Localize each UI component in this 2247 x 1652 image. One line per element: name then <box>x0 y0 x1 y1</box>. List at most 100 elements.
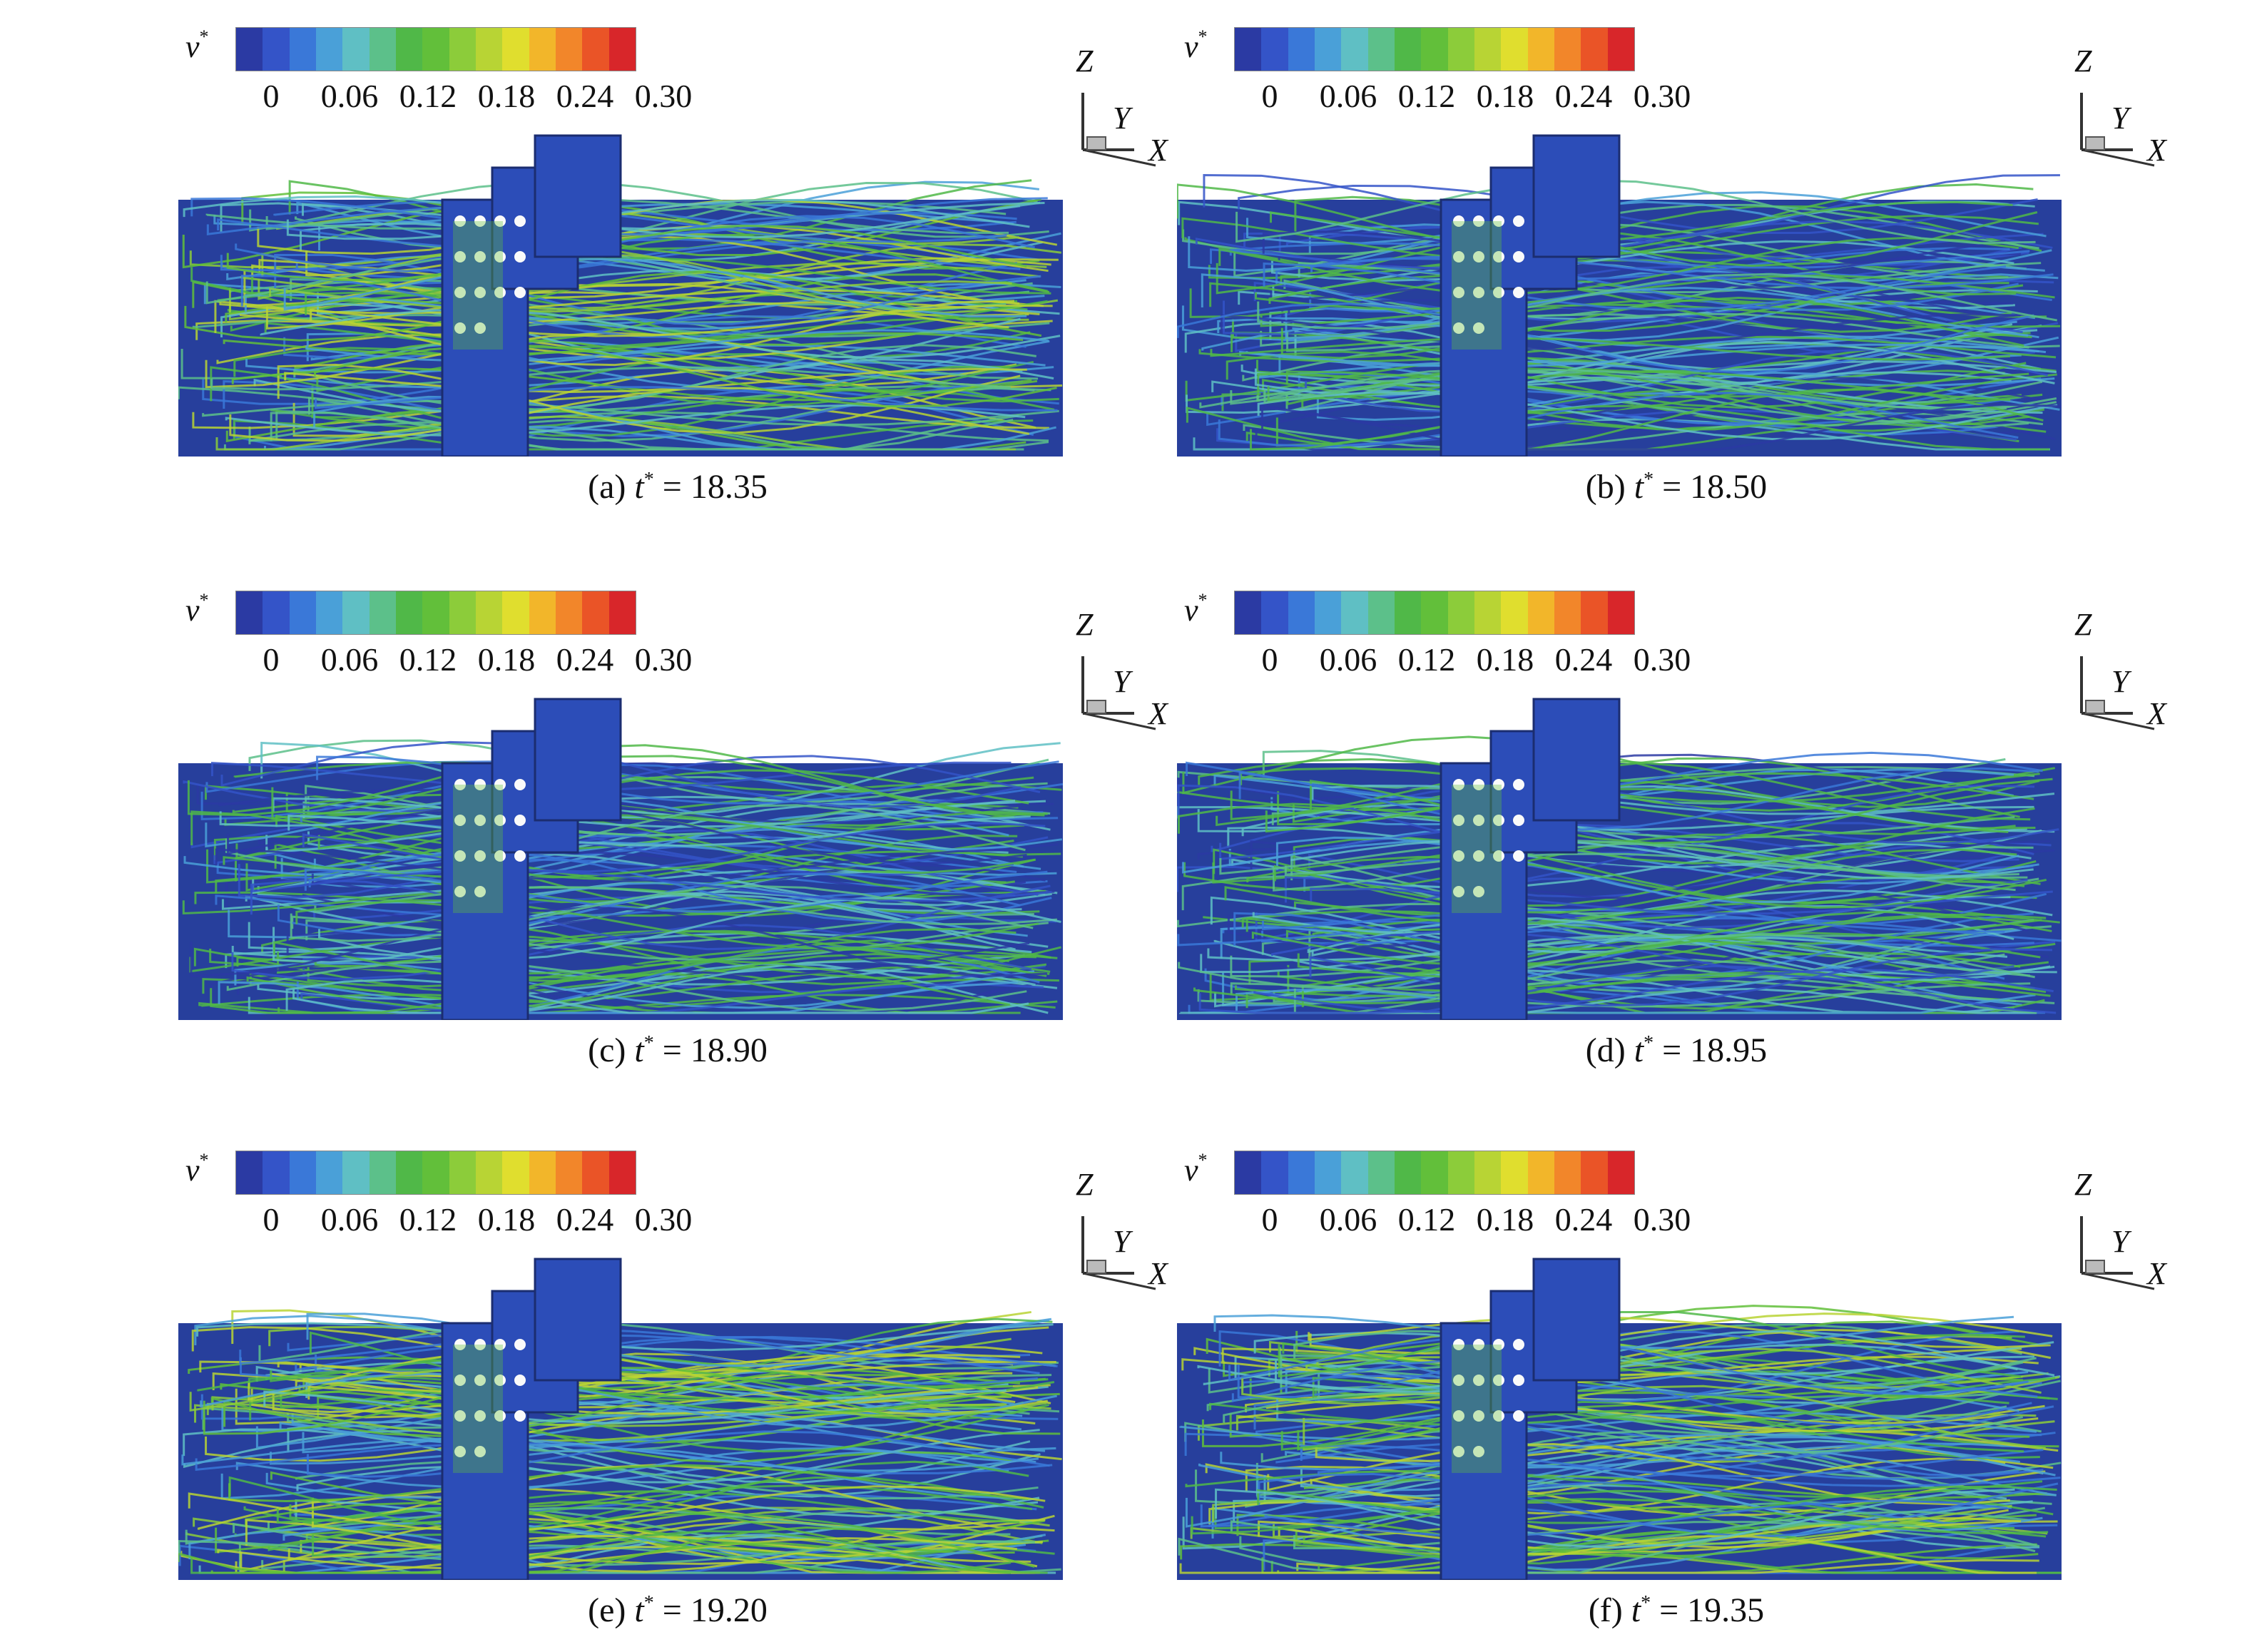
colorbar-segment <box>236 28 263 71</box>
figure-panel-b: v* 0 0.06 0.12 0.18 0.24 0.30 Z Y X (b) t* = … <box>1177 0 2176 506</box>
colorbar-segment <box>1367 28 1395 71</box>
streamline-render <box>178 134 1063 457</box>
colorbar-tick-label: 0.24 <box>556 641 614 678</box>
colorbar-tick-label: 0.30 <box>634 641 693 678</box>
colorbar-tick-label: 0.06 <box>1319 1201 1377 1238</box>
legend-variable: v* <box>185 1150 209 1188</box>
axis-y-label: Y <box>1113 1224 1131 1259</box>
panel-caption: (c) t* = 18.90 <box>588 1031 768 1069</box>
colorbar-segment <box>1341 1151 1368 1194</box>
colorbar-segment <box>1474 28 1502 71</box>
colorbar-ticks: 0 0.06 0.12 0.18 0.24 0.30 <box>1220 77 1691 120</box>
colorbar-tick-label: 0.18 <box>477 641 536 678</box>
legend-variable: v* <box>1184 26 1208 64</box>
axis-x-label: X <box>1148 1256 1168 1291</box>
colorbar-segment <box>236 591 263 634</box>
panel-caption: (e) t* = 19.20 <box>588 1591 768 1629</box>
axis-x-label: X <box>1148 696 1168 731</box>
colorbar-segment <box>315 1151 343 1194</box>
axes-triad-graphic <box>2080 656 2155 730</box>
colorbar-ticks: 0 0.06 0.12 0.18 0.24 0.30 <box>221 641 693 683</box>
colorbar-segment <box>582 591 609 634</box>
colorbar-tick-label: 0.12 <box>399 641 457 678</box>
colorbar-segment <box>1341 28 1368 71</box>
colorbar <box>1234 591 1635 635</box>
colorbar-tick-label: 0.06 <box>320 1201 379 1238</box>
colorbar <box>1234 1151 1635 1195</box>
colorbar-segment <box>1235 591 1262 634</box>
colorbar <box>235 1151 636 1195</box>
colorbar-segment <box>1261 28 1288 71</box>
colorbar-segment <box>1474 591 1502 634</box>
colorbar-segment <box>1288 1151 1315 1194</box>
colorbar-segment <box>1554 28 1581 71</box>
colorbar-segment <box>449 28 476 71</box>
colorbar-tick-label: 0 <box>263 1201 280 1238</box>
colorbar-segment <box>1581 28 1608 71</box>
colorbar-segment <box>236 1151 263 1194</box>
legend-variable: v* <box>1184 1150 1208 1188</box>
colorbar-ticks: 0 0.06 0.12 0.18 0.24 0.30 <box>221 77 693 120</box>
colorbar-segment <box>1474 1151 1502 1194</box>
colorbar-tick-label: 0.24 <box>1554 641 1613 678</box>
colorbar-segment <box>1527 1151 1554 1194</box>
colorbar-segment <box>555 591 583 634</box>
axes-triad-graphic <box>1081 1216 1156 1290</box>
colorbar-segment <box>263 591 290 634</box>
figure-panel-f: v* 0 0.06 0.12 0.18 0.24 0.30 Z Y X (f) t* = … <box>1177 1123 2176 1629</box>
axis-x-label: X <box>2147 133 2166 168</box>
colorbar-ticks: 0 0.06 0.12 0.18 0.24 0.30 <box>1220 1200 1691 1243</box>
axis-z-label: Z <box>2074 44 2092 78</box>
colorbar-segment <box>422 1151 449 1194</box>
colorbar-segment <box>422 28 449 71</box>
axes-triad-icon: Z Y X <box>1063 606 1177 742</box>
colorbar-segment <box>342 1151 370 1194</box>
colorbar-segment <box>1235 1151 1262 1194</box>
colorbar-segment <box>263 1151 290 1194</box>
axes-triad-graphic <box>2080 93 2155 167</box>
colorbar-segment <box>502 1151 529 1194</box>
colorbar-segment <box>608 28 636 71</box>
colorbar-segment <box>289 28 316 71</box>
colorbar-tick-label: 0.30 <box>634 78 693 114</box>
axes-triad-graphic <box>1081 656 1156 730</box>
colorbar-tick-label: 0 <box>263 641 280 678</box>
colorbar-segment <box>1367 1151 1395 1194</box>
axis-y-label: Y <box>2111 101 2129 136</box>
streamline-plot <box>1177 1238 2176 1580</box>
colorbar-segment <box>1501 28 1528 71</box>
colorbar-segment <box>1501 1151 1528 1194</box>
streamline-render <box>1177 134 2062 457</box>
colorbar-segment <box>1447 591 1474 634</box>
streamline-plot <box>1177 678 2176 1020</box>
colorbar-segment <box>1235 28 1262 71</box>
colorbar-segment <box>582 28 609 71</box>
colorbar-segment <box>315 591 343 634</box>
colorbar-segment <box>263 28 290 71</box>
axes-triad-icon: Z Y X <box>2062 606 2176 742</box>
colorbar-segment <box>475 591 503 634</box>
colorbar-tick-label: 0.06 <box>1319 641 1377 678</box>
colorbar-segment <box>502 591 529 634</box>
colorbar-segment <box>289 1151 316 1194</box>
colorbar-tick-label: 0.12 <box>399 78 457 114</box>
axis-x-label: X <box>1148 133 1168 168</box>
colorbar-tick-label: 0 <box>1261 78 1278 114</box>
colorbar-segment <box>1421 591 1448 634</box>
axes-triad-icon: Z Y X <box>1063 43 1177 178</box>
colorbar-tick-label: 0.06 <box>320 78 379 114</box>
colorbar-segment <box>555 1151 583 1194</box>
figure-panel-e: v* 0 0.06 0.12 0.18 0.24 0.30 Z Y X (e) t* = … <box>178 1123 1177 1629</box>
axis-y-label: Y <box>1113 664 1131 699</box>
colorbar-tick-label: 0.18 <box>1476 641 1534 678</box>
axis-y-label: Y <box>2111 1224 2129 1259</box>
axis-y-label: Y <box>1113 101 1131 136</box>
figure-panel-d: v* 0 0.06 0.12 0.18 0.24 0.30 Z Y X (d) t* = … <box>1177 564 2176 1069</box>
colorbar <box>235 27 636 71</box>
colorbar-segment <box>1394 28 1422 71</box>
streamline-render <box>1177 698 2062 1020</box>
colorbar-tick-label: 0 <box>1261 1201 1278 1238</box>
axes-triad-graphic <box>1081 93 1156 167</box>
colorbar-segment <box>1421 1151 1448 1194</box>
colorbar-tick-label: 0.30 <box>634 1201 693 1238</box>
